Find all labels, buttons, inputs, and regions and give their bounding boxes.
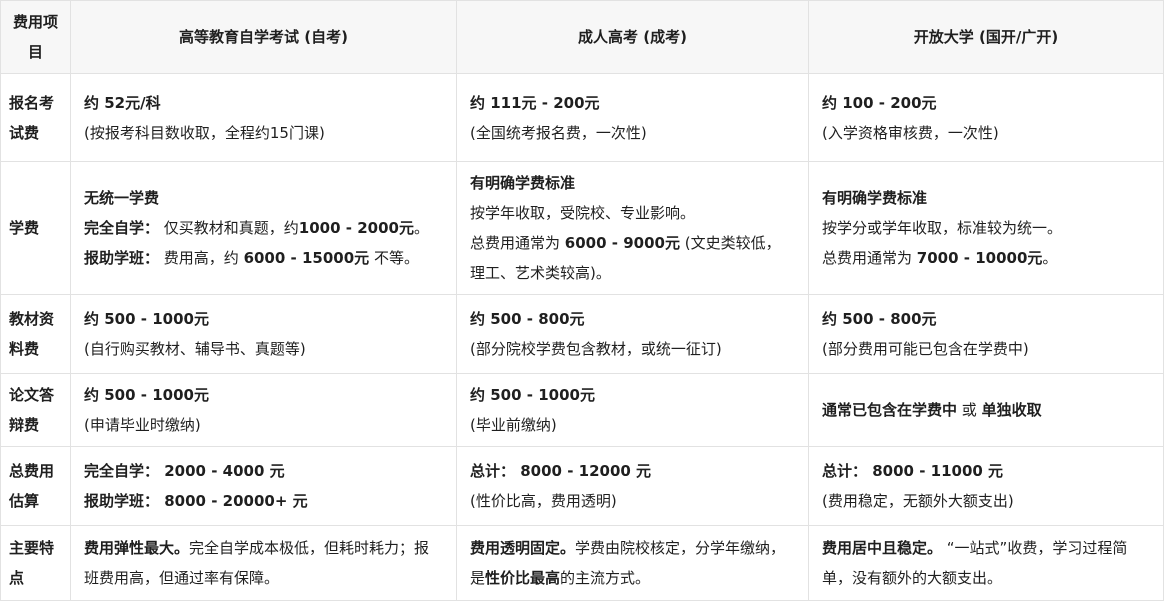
cell-line: (自行购买教材、辅导书、真题等) xyxy=(84,340,306,358)
table-cell: 完全自学： 2000 - 4000 元报助学班： 8000 - 20000+ 元 xyxy=(70,446,457,526)
row-item-label: 论文答辩费 xyxy=(0,373,71,447)
column-header-open-university: 开放大学 (国开/广开) xyxy=(808,0,1164,74)
cell-line: (按报考科目数收取，全程约15门课) xyxy=(84,123,325,142)
table-row: 学费 无统一学费完全自学： 仅买教材和真题，约1000 - 2000元。 报助学班：… xyxy=(0,161,1164,295)
table-cell: 费用弹性最大。完全自学成本极低，但耗时耗力；报班费用高，但通过率有保障。 xyxy=(70,525,457,601)
cell-line: (费用稳定，无额外大额支出) xyxy=(822,492,1014,510)
row-item-label: 学费 xyxy=(0,161,71,295)
table-row: 报名考试费约 52元/科 (按报考科目数收取，全程约15门课) 约 111元 - 2… xyxy=(0,73,1164,162)
table-cell: 约 500 - 800元 (部分院校学费包含教材，或统一征订) xyxy=(456,294,809,374)
table-row: 教材资料费约 500 - 1000元 (自行购买教材、辅导书、真题等) 约 500 … xyxy=(0,294,1164,374)
column-header-adult-gaokao: 成人高考 (成考) xyxy=(456,0,809,74)
column-header-fee-item: 费用项目 xyxy=(0,0,71,74)
table-row: 总费用估算 完全自学： 2000 - 4000 元报助学班： 8000 - 200… xyxy=(0,446,1164,526)
cell-line: 约 100 - 200元 xyxy=(822,93,937,112)
table-cell: 有明确学费标准按学分或学年收取，标准较为统一。 总费用通常为 7000 - 100… xyxy=(808,161,1164,295)
cell-line: 约 500 - 1000元 xyxy=(84,386,209,404)
table-cell: 费用居中且稳定。 “一站式”收费，学习过程简单，没有额外的大额支出。 xyxy=(808,525,1164,601)
cell-line: (毕业前缴纳) xyxy=(470,416,557,434)
table-cell: 费用透明固定。学费由院校核定，分学年缴纳，是性价比最高的主流方式。 xyxy=(456,525,809,601)
table-cell: 约 100 - 200元 (入学资格审核费，一次性) xyxy=(808,73,1164,162)
cell-line: 约 111元 - 200元 xyxy=(470,93,600,112)
cell-line: 无统一学费 xyxy=(84,189,160,207)
fee-table-body: 报名考试费约 52元/科 (按报考科目数收取，全程约15门课) 约 111元 - 2… xyxy=(0,73,1164,601)
table-cell: 通常已包含在学费中 或 单独收取 xyxy=(808,373,1164,447)
row-item-label: 报名考试费 xyxy=(0,73,71,162)
cell-line: 约 500 - 800元 xyxy=(470,310,585,328)
cell-line: 总计： 8000 - 12000 元 xyxy=(470,462,652,480)
cell-line: (性价比高，费用透明) xyxy=(470,492,617,510)
table-cell: 总计： 8000 - 11000 元 (费用稳定，无额外大额支出) xyxy=(808,446,1164,526)
table-row: 论文答辩费约 500 - 1000元 (申请毕业时缴纳) 约 500 - 1000元… xyxy=(0,373,1164,447)
table-cell: 无统一学费完全自学： 仅买教材和真题，约1000 - 2000元。 报助学班： 费… xyxy=(70,161,457,295)
cell-line: 完全自学： 2000 - 4000 元 xyxy=(84,462,285,480)
row-item-label: 主要特点 xyxy=(0,525,71,601)
cell-line: 有明确学费标准 xyxy=(822,189,928,207)
cell-line: (部分院校学费包含教材，或统一征订) xyxy=(470,340,722,358)
row-item-label: 总费用估算 xyxy=(0,446,71,526)
cell-line: 总费用通常为 7000 - 10000元。 xyxy=(822,249,1058,267)
header-row: 费用项目 高等教育自学考试 (自考) 成人高考 (成考) 开放大学 (国开/广开… xyxy=(0,0,1164,74)
table-cell: 约 500 - 1000元 (申请毕业时缴纳) xyxy=(70,373,457,447)
cell-line: 报助学班： 8000 - 20000+ 元 xyxy=(84,492,308,510)
cell-line: 约 500 - 1000元 xyxy=(470,386,595,404)
table-cell: 约 52元/科 (按报考科目数收取，全程约15门课) xyxy=(70,73,457,162)
table-row: 主要特点 费用弹性最大。完全自学成本极低，但耗时耗力；报班费用高，但通过率有保障。… xyxy=(0,525,1164,601)
cell-line: 费用弹性最大。完全自学成本极低，但耗时耗力；报班费用高，但通过率有保障。 xyxy=(84,539,430,587)
cell-line: 报助学班： 费用高，约 6000 - 15000元 不等。 xyxy=(84,249,419,267)
table-cell: 约 111元 - 200元 (全国统考报名费，一次性) xyxy=(456,73,809,162)
cell-line: 总费用通常为 6000 - 9000元 (文史类较低，理工、艺术类较高)。 xyxy=(470,234,781,282)
cell-line: (部分费用可能已包含在学费中) xyxy=(822,340,1029,358)
cell-line: 费用居中且稳定。 “一站式”收费，学习过程简单，没有额外的大额支出。 xyxy=(822,539,1128,587)
cell-line: 完全自学： 仅买教材和真题，约1000 - 2000元。 xyxy=(84,219,429,237)
cell-line: 通常已包含在学费中 或 单独收取 xyxy=(822,401,1042,419)
table-cell: 约 500 - 1000元 (自行购买教材、辅导书、真题等) xyxy=(70,294,457,374)
cell-line: 费用透明固定。学费由院校核定，分学年缴纳，是性价比最高的主流方式。 xyxy=(470,539,786,587)
column-header-self-study-exam: 高等教育自学考试 (自考) xyxy=(70,0,457,74)
cell-line: 约 500 - 800元 xyxy=(822,310,937,328)
cell-line: (入学资格审核费，一次性) xyxy=(822,123,999,142)
table-cell: 有明确学费标准按学年收取，受院校、专业影响。总费用通常为 6000 - 9000… xyxy=(456,161,809,295)
table-cell: 总计： 8000 - 12000 元 (性价比高，费用透明) xyxy=(456,446,809,526)
table-cell: 约 500 - 1000元 (毕业前缴纳) xyxy=(456,373,809,447)
cell-line: 约 52元/科 xyxy=(84,93,161,112)
cell-line: 按学分或学年收取，标准较为统一。 xyxy=(822,219,1063,237)
cell-line: (全国统考报名费，一次性) xyxy=(470,123,647,142)
cell-line: (申请毕业时缴纳) xyxy=(84,416,201,434)
cell-line: 约 500 - 1000元 xyxy=(84,310,209,328)
cell-line: 有明确学费标准 xyxy=(470,174,576,192)
cell-line: 按学年收取，受院校、专业影响。 xyxy=(470,204,696,222)
table-cell: 约 500 - 800元 (部分费用可能已包含在学费中) xyxy=(808,294,1164,374)
cell-line: 总计： 8000 - 11000 元 xyxy=(822,462,1004,480)
row-item-label: 教材资料费 xyxy=(0,294,71,374)
